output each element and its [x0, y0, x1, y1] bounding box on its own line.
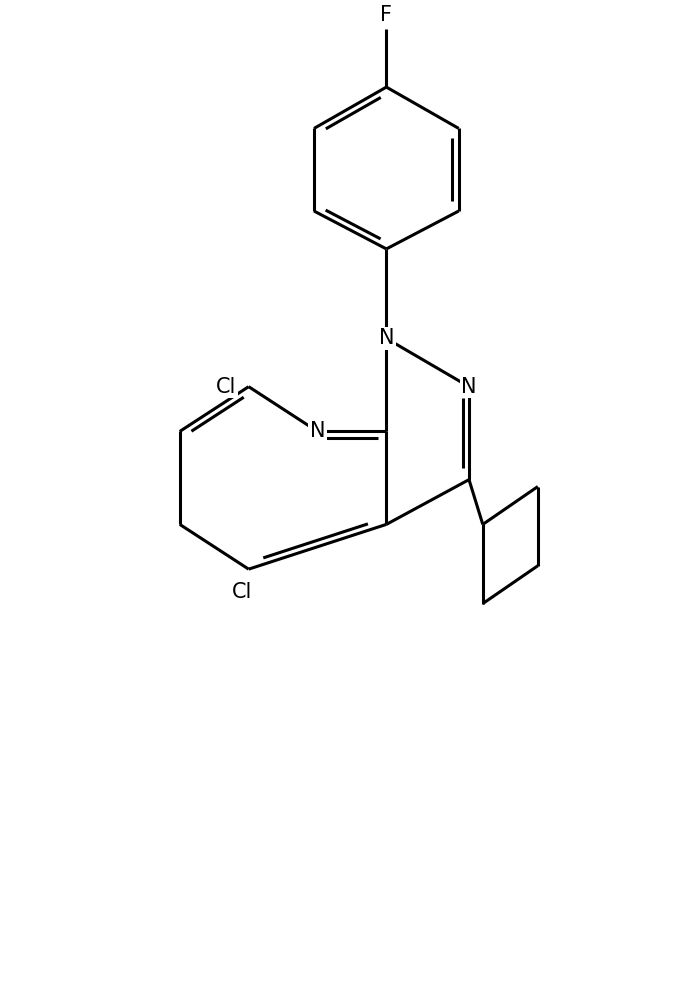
Text: N: N	[378, 329, 394, 349]
Text: N: N	[309, 422, 325, 442]
Text: Cl: Cl	[216, 377, 236, 397]
Text: Cl: Cl	[231, 581, 252, 601]
Text: N: N	[461, 377, 477, 397]
Text: F: F	[381, 5, 392, 25]
